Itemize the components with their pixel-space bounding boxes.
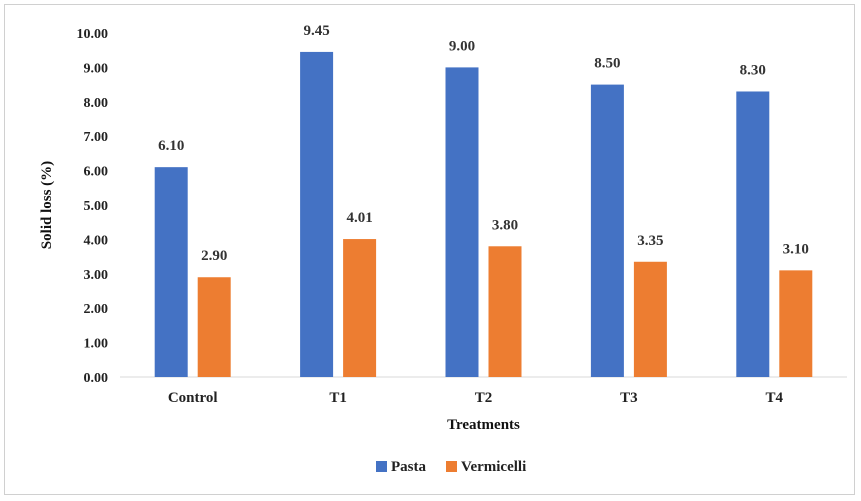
- y-tick-label: 3.00: [84, 268, 109, 283]
- bar-vermicelli-t3: [633, 261, 667, 377]
- x-category-label: T2: [475, 390, 493, 406]
- x-category-label: Control: [168, 390, 218, 406]
- legend: Pasta Vermicelli: [376, 459, 526, 475]
- data-label: 2.90: [201, 248, 227, 264]
- x-axis-title: Treatments: [447, 417, 520, 433]
- y-tick-label: 0.00: [84, 371, 109, 386]
- y-tick-label: 1.00: [84, 337, 109, 352]
- bar-pasta-t2: [445, 67, 479, 378]
- legend-label-vermicelli: Vermicelli: [461, 459, 526, 475]
- bar-pasta-t3: [590, 84, 624, 377]
- data-labels: 6.10 2.90 9.45 4.01 9.00 3.80 8.50 3.35 8.30 3.10: [158, 23, 809, 264]
- bar-vermicelli-t2: [488, 246, 522, 377]
- data-label: 8.30: [740, 62, 766, 78]
- legend-swatch-pasta: [376, 461, 387, 472]
- x-category-label: T3: [620, 390, 638, 406]
- data-label: 9.00: [449, 38, 475, 54]
- y-tick-label: 7.00: [84, 130, 109, 145]
- data-label: 3.80: [492, 217, 518, 233]
- bar-vermicelli-control: [197, 277, 231, 377]
- data-label: 3.35: [637, 233, 663, 249]
- bar-pasta-t4: [736, 91, 770, 377]
- legend-swatch-vermicelli: [446, 461, 457, 472]
- y-tick-label: 2.00: [84, 302, 109, 317]
- bar-vermicelli-t4: [779, 270, 813, 377]
- x-category-label: T1: [329, 390, 347, 406]
- y-tick-label: 8.00: [84, 96, 109, 111]
- bars: [154, 51, 813, 378]
- legend-label-pasta: Pasta: [391, 459, 426, 475]
- bar-pasta-t1: [300, 51, 334, 378]
- data-label: 9.45: [303, 23, 329, 39]
- y-tick-label: 9.00: [84, 61, 109, 76]
- y-axis-ticks: 0.00 1.00 2.00 3.00 4.00 5.00 6.00 7.00 8.00 9.00…: [77, 27, 109, 386]
- y-tick-label: 5.00: [84, 199, 109, 214]
- y-axis-title: Solid loss (%): [39, 161, 55, 249]
- y-tick-label: 6.00: [84, 165, 109, 180]
- bar-chart: 0.00 1.00 2.00 3.00 4.00 5.00 6.00 7.00 8.00 9.00…: [39, 23, 847, 475]
- data-label: 6.10: [158, 138, 184, 154]
- data-label: 3.10: [783, 241, 809, 257]
- bar-pasta-control: [154, 167, 188, 377]
- y-tick-label: 4.00: [84, 233, 109, 248]
- data-label: 8.50: [594, 56, 620, 72]
- chart-frame: 0.00 1.00 2.00 3.00 4.00 5.00 6.00 7.00 8.00 9.00…: [4, 4, 855, 495]
- bar-vermicelli-t1: [343, 239, 377, 377]
- data-label: 4.01: [346, 210, 372, 226]
- x-axis-categories: Control T1 T2 T3 T4: [168, 390, 784, 406]
- x-category-label: T4: [766, 390, 784, 406]
- y-tick-label: 10.00: [77, 27, 109, 42]
